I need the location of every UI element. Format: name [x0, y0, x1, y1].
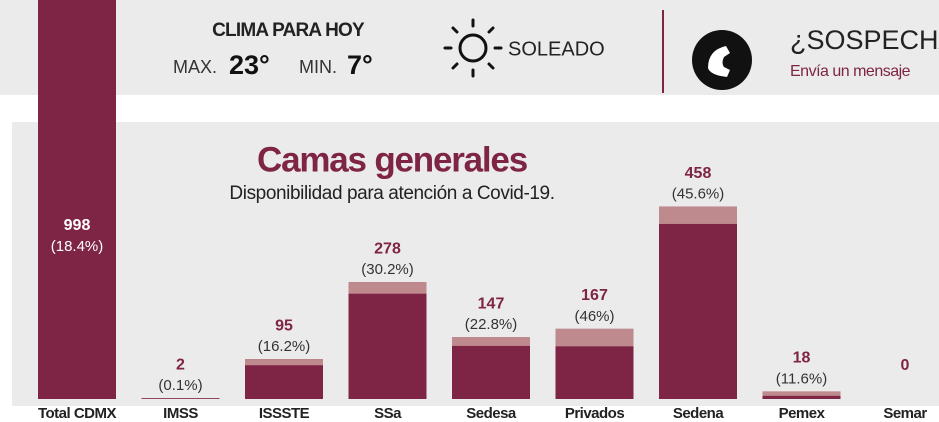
x-tick-label: IMSS [163, 405, 198, 422]
percent-label: (18.4%) [51, 238, 104, 255]
chart-subtitle: Disponibilidad para atención a Covid-19. [229, 183, 554, 204]
bar-cap [762, 391, 841, 396]
chart-title: Camas generales [257, 140, 528, 179]
percent-label: (11.6%) [776, 370, 827, 387]
bar [452, 337, 530, 399]
promo-text: Envía un mensaje [790, 63, 911, 80]
bar-cap [555, 328, 634, 347]
x-tick-label: Total CDMX [38, 405, 117, 422]
min-value: 7° [347, 50, 373, 80]
bar [659, 206, 737, 399]
percent-label: (46%) [574, 308, 614, 325]
header-band [0, 0, 939, 95]
percent-label: (45.6%) [672, 186, 725, 203]
x-tick-label: Pemex [779, 405, 826, 422]
weather-title: CLIMA PARA HOY [212, 20, 365, 41]
x-tick-label: Sedena [673, 405, 725, 422]
value-label: 147 [478, 295, 505, 312]
x-tick-label: SSa [374, 405, 402, 422]
value-label: 278 [374, 240, 401, 257]
bar-cap [348, 282, 427, 294]
value-label: 998 [64, 217, 91, 234]
bar-cap [245, 359, 323, 366]
promo-title: ¿SOSPECHA [790, 25, 939, 55]
bar [348, 282, 427, 399]
percent-label: (16.2%) [258, 338, 311, 355]
percent-label: (22.8%) [465, 316, 518, 333]
x-tick-label: Sedesa [466, 405, 517, 422]
value-label: 458 [685, 165, 712, 182]
value-label: 0 [901, 357, 910, 374]
max-label: MAX. [173, 57, 217, 77]
phone-glyph [708, 46, 730, 77]
value-label: 18 [793, 350, 811, 367]
value-label: 167 [581, 287, 608, 304]
sun-icon [443, 18, 503, 78]
max-value: 23° [229, 50, 270, 80]
value-label: 2 [176, 356, 185, 373]
bar [38, 0, 116, 400]
percent-label: (0.1%) [158, 377, 202, 394]
value-label: 95 [275, 317, 293, 334]
x-tick-label: Semar [883, 405, 927, 422]
bar [141, 398, 220, 399]
percent-label: (30.2%) [361, 261, 414, 278]
x-tick-label: Privados [565, 405, 625, 422]
bar-cap [452, 337, 530, 346]
min-label: MIN. [299, 57, 337, 77]
x-tick-label: ISSSTE [259, 405, 310, 422]
weather-condition: SOLEADO [508, 38, 605, 60]
bar [245, 359, 323, 399]
bar-cap [659, 206, 737, 224]
